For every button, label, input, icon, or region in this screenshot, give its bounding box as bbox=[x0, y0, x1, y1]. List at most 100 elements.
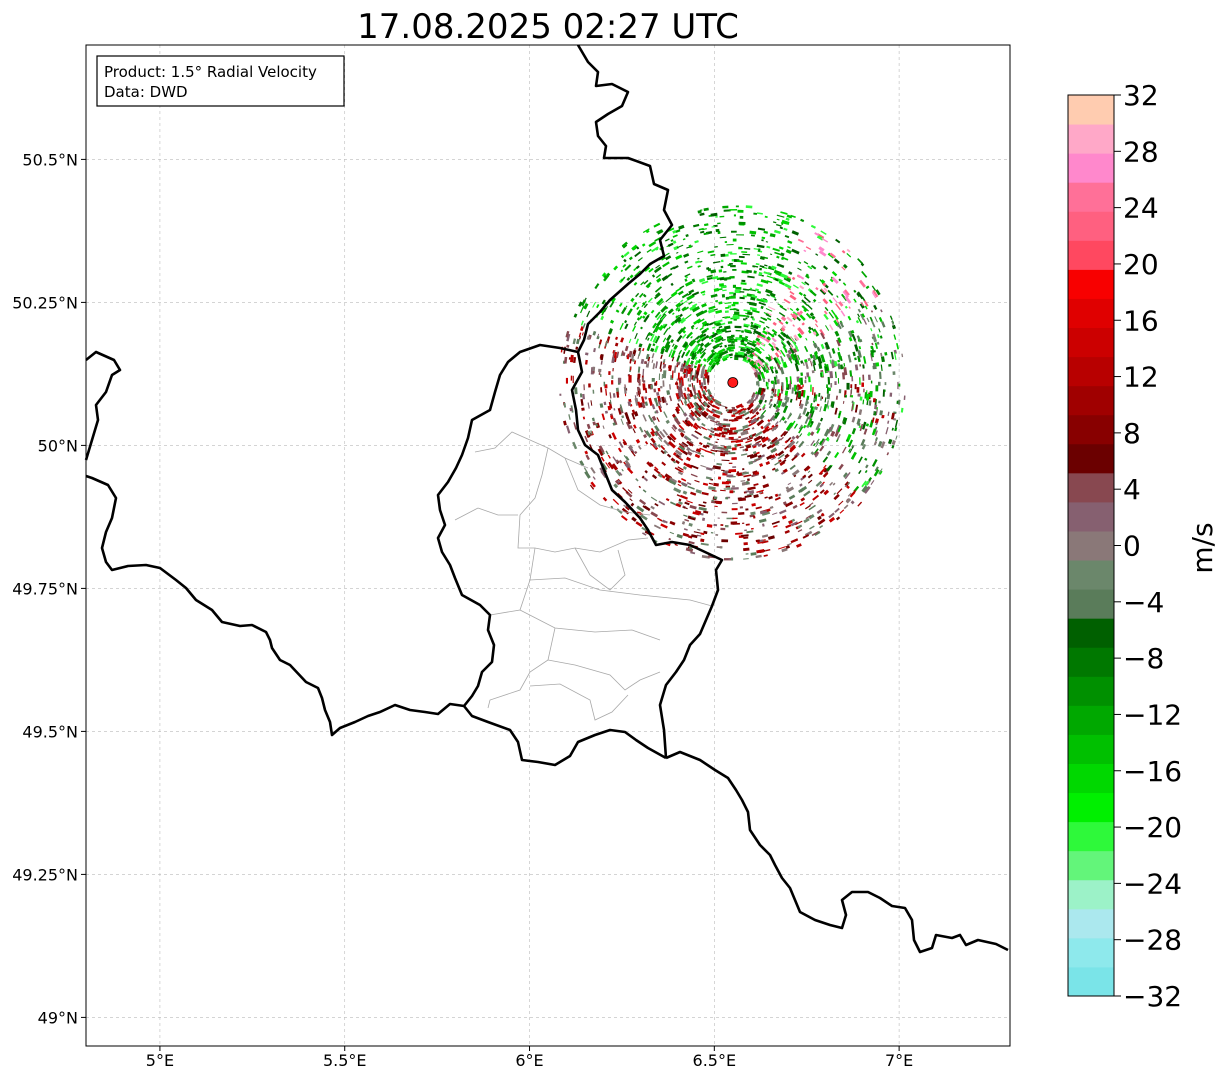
echo-pixel bbox=[785, 217, 790, 221]
echo-pixel bbox=[592, 330, 597, 336]
echo-pixel bbox=[750, 360, 755, 365]
echo-pixel bbox=[766, 245, 771, 249]
echo-pixel bbox=[851, 416, 856, 423]
echo-pixel bbox=[675, 302, 682, 308]
echo-pixel bbox=[626, 308, 633, 316]
echo-pixel bbox=[797, 238, 804, 243]
echo-pixel bbox=[684, 501, 690, 506]
echo-pixel bbox=[884, 382, 887, 386]
echo-pixel bbox=[732, 284, 736, 288]
echo-pixel bbox=[676, 364, 679, 368]
echo-pixel bbox=[621, 468, 624, 472]
echo-pixel bbox=[850, 389, 852, 397]
echo-pixel bbox=[724, 241, 728, 243]
echo-pixel bbox=[754, 360, 759, 364]
echo-pixel bbox=[849, 370, 853, 377]
echo-pixel bbox=[713, 482, 719, 487]
echo-pixel bbox=[779, 509, 787, 515]
echo-pixel bbox=[811, 370, 815, 374]
colorbar-cell bbox=[1068, 414, 1114, 445]
echo-pixel bbox=[795, 392, 799, 401]
echo-pixel bbox=[636, 505, 645, 513]
echo-pixel bbox=[681, 521, 686, 525]
echo-pixel bbox=[820, 230, 827, 235]
colorbar-cell bbox=[1068, 763, 1114, 794]
echo-pixel bbox=[637, 390, 641, 397]
echo-pixel bbox=[677, 290, 684, 296]
echo-pixel bbox=[743, 558, 749, 560]
echo-pixel bbox=[717, 349, 725, 355]
info-box: Product: 1.5° Radial Velocity Data: DWD bbox=[96, 55, 345, 107]
echo-pixel bbox=[785, 249, 792, 255]
echo-pixel bbox=[815, 438, 820, 444]
echo-pixel bbox=[814, 323, 819, 328]
echo-pixel bbox=[809, 312, 814, 317]
echo-pixel bbox=[680, 433, 685, 438]
echo-pixel bbox=[663, 439, 670, 447]
echo-pixel bbox=[662, 380, 665, 387]
echo-pixel bbox=[826, 438, 830, 442]
echo-pixel bbox=[625, 460, 632, 468]
echo-pixel bbox=[678, 444, 686, 451]
echo-pixel bbox=[864, 470, 868, 474]
echo-pixel bbox=[833, 258, 840, 264]
echo-pixel bbox=[897, 399, 901, 405]
echo-pixel bbox=[807, 470, 811, 473]
echo-pixel bbox=[753, 483, 759, 487]
echo-pixel bbox=[736, 234, 744, 236]
echo-pixel bbox=[643, 279, 649, 285]
echo-pixel bbox=[760, 342, 765, 346]
echo-pixel bbox=[689, 412, 693, 417]
echo-pixel bbox=[817, 356, 823, 364]
echo-pixel bbox=[741, 471, 749, 475]
echo-pixel bbox=[741, 251, 748, 254]
echo-pixel bbox=[802, 362, 805, 366]
echo-pixel bbox=[679, 349, 683, 354]
national-borders bbox=[84, 44, 1009, 954]
echo-pixel bbox=[782, 405, 789, 414]
echo-pixel bbox=[780, 316, 787, 322]
echo-pixel bbox=[755, 554, 762, 559]
echo-pixel bbox=[701, 517, 706, 521]
echo-pixel bbox=[707, 375, 710, 383]
echo-pixel bbox=[645, 430, 652, 438]
echo-pixel bbox=[791, 314, 798, 320]
info-data-source: Data: DWD bbox=[104, 83, 188, 101]
echo-pixel bbox=[805, 337, 808, 341]
colorbar-cell bbox=[1068, 589, 1114, 619]
echo-pixel bbox=[703, 510, 709, 514]
echo-pixel bbox=[690, 336, 693, 339]
echo-pixel bbox=[698, 432, 702, 436]
echo-pixel bbox=[807, 304, 813, 310]
echo-pixel bbox=[701, 491, 709, 496]
echo-pixel bbox=[765, 313, 772, 318]
echo-pixel bbox=[660, 354, 663, 360]
echo-pixel bbox=[649, 531, 655, 536]
echo-pixel bbox=[752, 445, 757, 449]
echo-pixel bbox=[774, 468, 779, 473]
echo-pixel bbox=[592, 370, 595, 374]
echo-pixel bbox=[854, 364, 859, 371]
echo-pixel bbox=[762, 406, 766, 411]
echo-pixel bbox=[781, 219, 790, 225]
echo-pixel bbox=[727, 345, 736, 350]
echo-pixel bbox=[873, 410, 875, 414]
echo-pixel bbox=[658, 437, 663, 442]
echo-pixel bbox=[685, 359, 691, 366]
echo-pixel bbox=[824, 366, 829, 371]
echo-pixel bbox=[765, 241, 769, 243]
echo-pixel bbox=[643, 311, 648, 316]
echo-pixel bbox=[663, 328, 669, 336]
echo-pixel bbox=[623, 258, 627, 263]
echo-pixel bbox=[761, 523, 765, 527]
echo-pixel bbox=[802, 384, 804, 388]
echo-pixel bbox=[675, 503, 682, 508]
echo-pixel bbox=[652, 442, 658, 449]
echo-pixel bbox=[721, 539, 729, 543]
echo-pixel bbox=[584, 470, 591, 479]
colorbar-tick-label: 24 bbox=[1123, 192, 1159, 225]
echo-pixel bbox=[687, 378, 690, 382]
echo-pixel bbox=[816, 346, 821, 352]
echo-pixel bbox=[729, 308, 738, 311]
echo-pixel bbox=[779, 305, 787, 311]
